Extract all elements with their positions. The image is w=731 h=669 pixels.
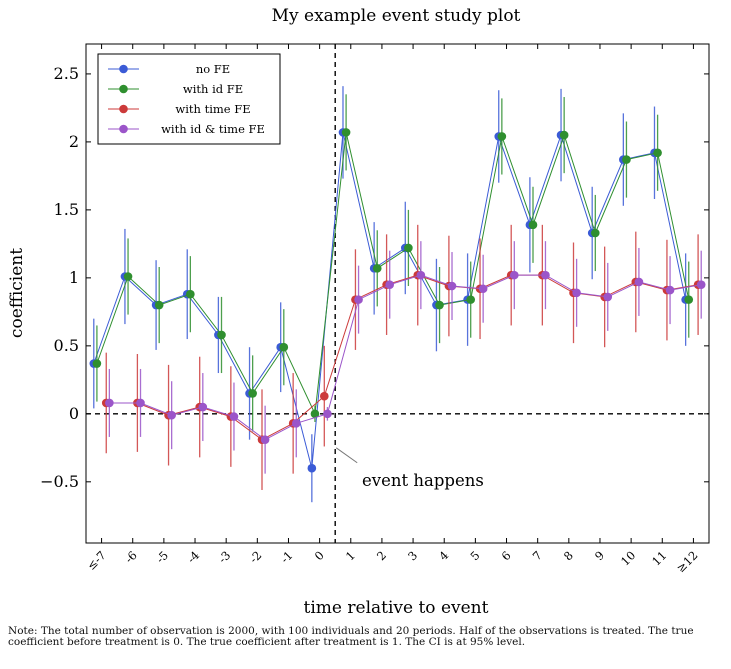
x-tick-label: 8: [561, 548, 576, 563]
y-tick-label: −0.5: [40, 472, 79, 491]
data-point: [404, 243, 413, 253]
footnote: Note: The total number of observation is…: [8, 625, 694, 648]
x-tick-label: -3: [215, 548, 233, 566]
chart-title: My example event study plot: [272, 6, 521, 26]
x-tick-label: 9: [592, 548, 607, 563]
x-tick-label: ≥12: [673, 548, 700, 575]
legend-label: with id FE: [183, 82, 243, 96]
x-tick-label: -5: [153, 548, 171, 566]
legend-swatch-marker: [119, 84, 128, 94]
data-point: [466, 295, 476, 304]
x-tick-label: 7: [530, 548, 545, 563]
x-tick-label: -6: [122, 548, 140, 566]
data-point: [186, 289, 195, 299]
data-point: [341, 128, 351, 137]
data-point: [541, 270, 550, 280]
y-tick-label: 1.5: [54, 200, 79, 219]
legend-label: with time FE: [175, 102, 250, 116]
x-tick-label: 5: [467, 548, 482, 563]
x-tick-label: 6: [499, 548, 514, 563]
data-point: [591, 228, 600, 238]
x-tick-label: -1: [278, 548, 296, 566]
data-point: [123, 272, 133, 281]
data-point: [291, 419, 301, 428]
data-point: [622, 155, 631, 164]
data-point: [198, 402, 208, 412]
data-point: [435, 300, 444, 310]
data-point: [307, 463, 317, 473]
data-point: [310, 409, 320, 419]
data-point: [92, 359, 102, 368]
y-tick-label: 0.5: [54, 336, 79, 355]
legend-label: no FE: [196, 62, 230, 76]
y-axis-label: coefficient: [7, 248, 27, 338]
data-point: [665, 285, 675, 295]
x-tick-label: 4: [436, 548, 451, 563]
data-point: [653, 148, 662, 158]
data-point: [154, 300, 164, 310]
y-tick-label: 2: [69, 132, 79, 151]
data-point: [510, 270, 519, 280]
y-tick-label: 2.5: [54, 64, 79, 83]
y-tick-label: 0: [69, 404, 79, 423]
data-point: [248, 389, 257, 398]
data-point: [105, 398, 114, 408]
data-point: [696, 280, 706, 289]
plot-frame: [85, 43, 710, 544]
data-point: [497, 132, 507, 141]
x-tick-label: 3: [405, 548, 420, 563]
x-tick-label: 2: [374, 548, 389, 563]
data-point: [684, 295, 694, 304]
x-tick-label: 0: [312, 548, 327, 563]
data-point: [385, 280, 395, 289]
data-point: [136, 398, 145, 408]
data-point: [559, 130, 569, 140]
data-point: [634, 277, 644, 287]
data-point: [572, 288, 581, 298]
x-tick-label: 11: [649, 548, 669, 568]
data-point: [528, 220, 538, 230]
data-point: [260, 435, 270, 444]
data-point: [217, 330, 226, 340]
data-point: [478, 284, 488, 294]
data-point: [279, 342, 289, 352]
data-point: [416, 270, 426, 280]
x-tick-label: 1: [343, 548, 358, 563]
data-point: [229, 412, 239, 421]
y-tick-label: 1: [69, 268, 79, 287]
data-point: [354, 295, 363, 304]
data-point: [603, 292, 613, 302]
data-point: [447, 281, 457, 291]
legend-swatch-marker: [119, 104, 128, 114]
data-point: [323, 409, 332, 419]
data-point: [167, 410, 176, 420]
annotation-arrow: [335, 447, 358, 464]
x-tick-label: -2: [247, 548, 265, 566]
data-point: [319, 391, 329, 401]
legend-swatch-marker: [119, 64, 128, 74]
x-tick-label: -4: [184, 548, 202, 566]
data-point: [372, 264, 382, 273]
x-tick-label: ≤-7: [84, 548, 109, 573]
event-study-chart: My example event study plot −0.5 0 0.5 1 1.5…: [7, 6, 710, 618]
x-axis-label: time relative to event: [304, 598, 489, 618]
plot-area: −0.5 0 0.5 1 1.5 2 2.5 ≤-7 -6 -5 -4 -3 -2 -1 0 1 2 3 4 5 6 7 8…: [40, 43, 710, 575]
legend-swatch-marker: [119, 124, 128, 134]
series-line: [109, 274, 702, 441]
annotation-text: event happens: [362, 471, 484, 490]
series-line: [96, 132, 690, 416]
legend-label: with id & time FE: [161, 122, 265, 136]
x-tick-label: 10: [618, 548, 638, 568]
